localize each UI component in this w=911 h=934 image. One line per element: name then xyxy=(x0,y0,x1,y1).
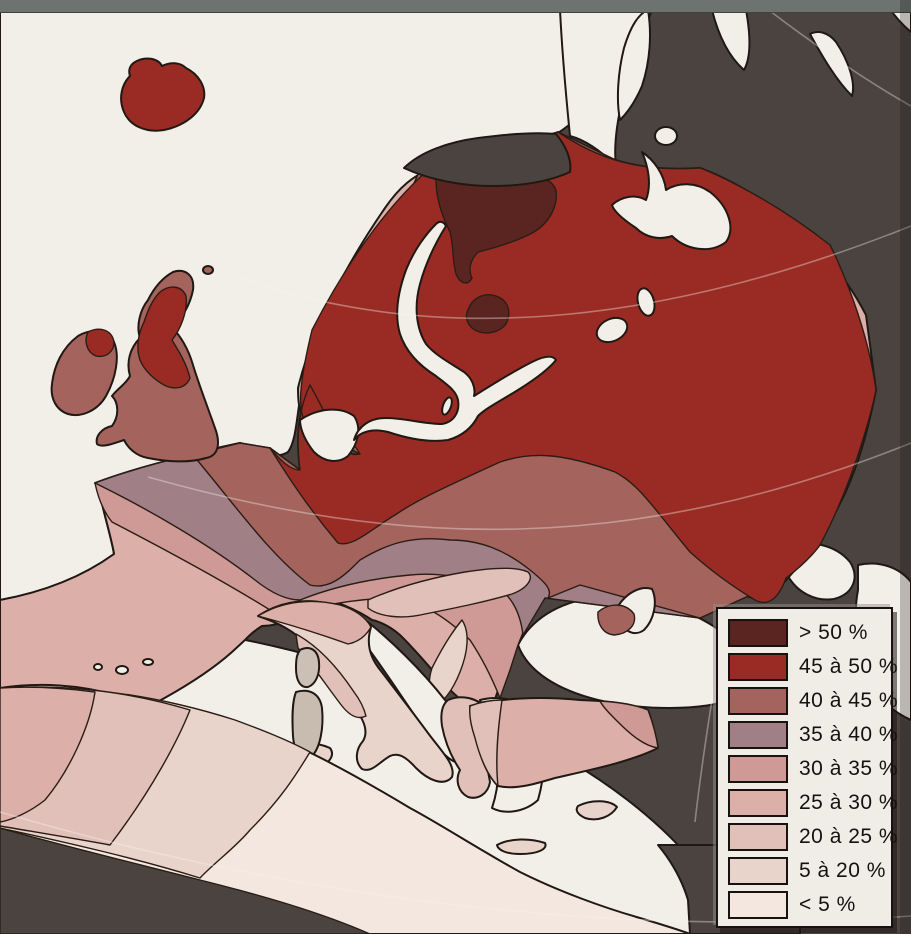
region-italy-north-25-30 xyxy=(257,600,372,645)
sea-arctic-bay-east xyxy=(711,9,751,71)
legend-label-45-50: 45 à 50 % xyxy=(799,655,899,678)
legend-row: < 5 % xyxy=(728,888,891,922)
region-turkey-west-20-25 xyxy=(469,699,503,787)
sea-arctic-bay-west xyxy=(616,9,651,121)
legend-label-lt5: < 5 % xyxy=(799,893,856,916)
graticule-parallel-mid xyxy=(147,442,911,531)
region-band-gt50-finland xyxy=(465,294,510,334)
legend-swatch-5-20 xyxy=(728,857,788,885)
legend-row: 35 à 40 % xyxy=(728,718,898,752)
legend-row: 40 à 45 % xyxy=(728,684,898,718)
island-gotland xyxy=(441,396,453,416)
legend-label-35-40: 35 à 40 % xyxy=(799,723,899,746)
legend-label-gt50: > 50 % xyxy=(799,621,868,644)
lake-ladoga xyxy=(595,316,629,344)
sea-arctic-strait xyxy=(809,31,854,97)
legend-swatch-25-30 xyxy=(728,789,788,817)
legend-row: 45 à 50 % xyxy=(728,650,898,684)
legend-swatch-45-50 xyxy=(728,653,788,681)
legend-label-5-20: 5 à 20 % xyxy=(799,859,886,882)
legend-row: 30 à 35 % xyxy=(728,752,898,786)
graticule-parallel-north xyxy=(239,225,911,320)
region-crimea-40-45 xyxy=(597,604,636,636)
legend-row: > 50 % xyxy=(728,616,891,650)
legend-swatch-35-40 xyxy=(728,721,788,749)
island-balearic-3 xyxy=(142,658,154,666)
sea-white-sea xyxy=(611,151,732,251)
graticule-arc-ne-corner xyxy=(765,7,911,107)
lake-onega xyxy=(636,287,656,317)
legend-swatch-40-45 xyxy=(728,687,788,715)
region-scotland-45-50 xyxy=(137,286,191,389)
legend-row: 20 à 25 % xyxy=(728,820,898,854)
island-corsica xyxy=(295,647,321,689)
legend-label-30-35: 30 à 35 % xyxy=(799,757,899,780)
island-crete xyxy=(496,838,547,855)
island-balearic-1 xyxy=(93,663,103,671)
map-legend: > 50 % 45 à 50 % 40 à 45 % 35 à 40 % 30 … xyxy=(716,607,898,928)
legend-label-25-30: 25 à 30 % xyxy=(799,791,899,814)
legend-swatch-gt50 xyxy=(728,619,788,647)
arctic-lake xyxy=(654,126,678,146)
sea-baltic xyxy=(353,220,557,442)
region-ireland-nw-45-50 xyxy=(85,328,115,358)
legend-swatch-30-35 xyxy=(728,755,788,783)
island-orkney xyxy=(202,265,214,275)
island-balearic-2 xyxy=(115,665,129,675)
scan-edge-top-bar xyxy=(0,0,911,13)
region-pale-tongue-pannonia xyxy=(367,567,531,618)
region-nodata-sahara xyxy=(0,827,371,934)
region-iceland xyxy=(120,57,206,132)
legend-label-20-25: 20 à 25 % xyxy=(799,825,899,848)
region-nodata-finnmark xyxy=(403,132,572,187)
legend-row: 25 à 30 % xyxy=(728,786,898,820)
region-turkey-ne-30-35 xyxy=(599,700,659,749)
sea-skagerrak xyxy=(299,408,360,462)
legend-swatch-lt5 xyxy=(728,891,788,919)
island-cyprus xyxy=(575,800,618,821)
legend-label-40-45: 40 à 45 % xyxy=(799,689,899,712)
scan-edge-right-shade xyxy=(900,0,911,934)
region-africa-25-30-morocco xyxy=(0,686,96,823)
legend-swatch-20-25 xyxy=(728,823,788,851)
legend-row: 5 à 20 % xyxy=(728,854,891,888)
